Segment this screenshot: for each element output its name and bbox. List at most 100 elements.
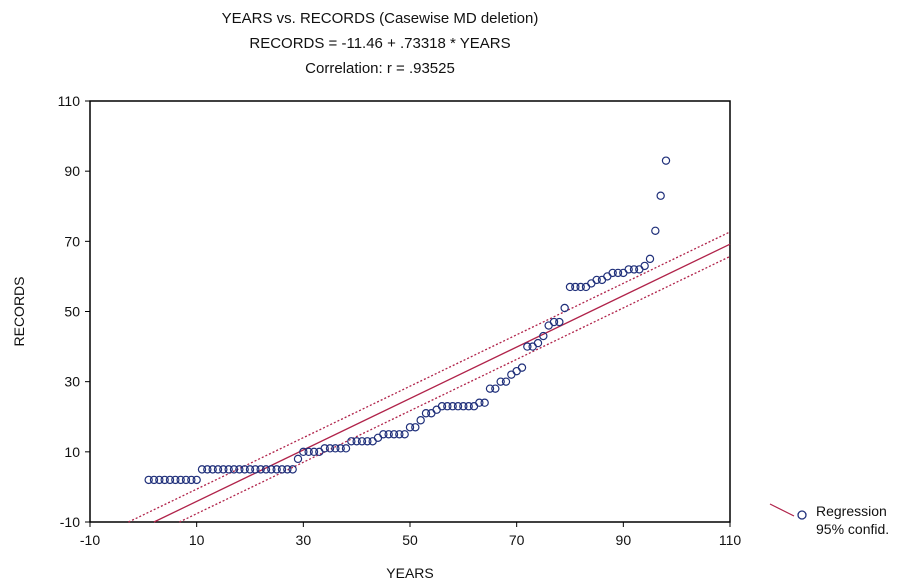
data-point <box>203 465 212 474</box>
regression-equation: RECORDS = -11.46 + .73318 * YEARS <box>249 35 511 52</box>
data-point <box>171 475 180 485</box>
data-point <box>549 317 559 327</box>
data-point <box>656 191 665 200</box>
data-point <box>384 430 393 439</box>
data-point <box>293 454 303 464</box>
data-point <box>469 402 479 411</box>
data-point <box>496 377 505 386</box>
legend: Regression 95% confid. <box>768 500 912 544</box>
data-point <box>208 465 217 474</box>
data-point <box>251 465 260 474</box>
data-point <box>187 475 196 485</box>
data-point <box>437 402 447 411</box>
y-tick-label: 30 <box>64 374 80 390</box>
regression-line-group <box>153 243 731 523</box>
data-point <box>373 433 383 442</box>
data-point <box>603 272 612 281</box>
data-point <box>267 465 276 474</box>
y-tick-label: -10 <box>60 514 80 530</box>
data-point <box>480 398 489 407</box>
x-tick-label: 50 <box>402 532 418 548</box>
correlation-text: Correlation: r = .93525 <box>305 60 455 77</box>
data-point <box>213 465 223 474</box>
data-point <box>640 261 649 271</box>
x-tick-label: 30 <box>296 532 312 548</box>
data-point <box>565 282 575 292</box>
data-point <box>331 444 340 453</box>
data-point <box>453 402 463 411</box>
data-point <box>224 465 233 474</box>
data-point <box>448 402 457 411</box>
legend-confidence-label: 95% confid. <box>816 521 890 537</box>
data-point <box>320 444 329 453</box>
data-point <box>485 384 495 393</box>
data-point <box>160 475 169 485</box>
data-point <box>507 370 516 379</box>
data-point <box>560 303 569 313</box>
data-point <box>379 430 388 439</box>
data-point <box>261 465 271 474</box>
data-point <box>288 465 297 474</box>
data-point <box>555 317 564 327</box>
data-point <box>597 275 607 285</box>
data-point <box>304 447 313 457</box>
y-tick-label: 70 <box>64 233 80 249</box>
x-tick-label: -10 <box>80 532 100 548</box>
confidence-lower-line <box>179 255 731 523</box>
y-axis-label: RECORDS <box>11 276 27 346</box>
confidence-upper-line <box>128 231 731 523</box>
data-point <box>389 430 399 439</box>
x-axis-label: YEARS <box>386 565 433 581</box>
data-point <box>581 282 591 292</box>
data-point <box>395 430 404 439</box>
data-point <box>571 282 580 292</box>
data-point <box>277 465 287 474</box>
legend-point-marker <box>797 510 807 520</box>
data-point <box>363 437 372 446</box>
data-point <box>165 475 175 485</box>
data-point <box>245 465 255 474</box>
y-tick-label: 90 <box>64 163 80 179</box>
data-point <box>501 377 511 386</box>
data-point <box>272 465 281 474</box>
data-point <box>443 402 452 411</box>
x-tick-label: 110 <box>719 532 742 548</box>
data-point <box>181 475 191 485</box>
data-point <box>357 437 367 446</box>
data-point <box>475 398 484 407</box>
data-point <box>240 465 249 474</box>
data-point <box>544 321 553 330</box>
y-tick-label: 50 <box>64 304 80 320</box>
data-point <box>432 405 441 414</box>
data-point <box>144 475 153 485</box>
plot-frame <box>89 100 731 523</box>
data-point <box>587 279 596 288</box>
data-point <box>512 366 521 376</box>
data-point <box>149 475 159 485</box>
legend-regression-line <box>769 503 795 517</box>
data-point <box>283 465 292 474</box>
data-point <box>661 156 671 165</box>
data-point <box>405 423 415 432</box>
data-point <box>533 338 543 348</box>
data-point <box>219 465 228 474</box>
data-point <box>608 268 617 278</box>
data-point <box>464 402 473 411</box>
data-point <box>459 402 468 411</box>
data-point <box>629 265 639 274</box>
data-point <box>517 363 527 372</box>
data-point <box>651 226 660 236</box>
data-point <box>411 423 420 432</box>
data-point <box>325 444 335 453</box>
data-point <box>347 437 356 446</box>
data-point <box>592 275 601 285</box>
data-point <box>309 447 319 457</box>
legend-regression-label: Regression <box>816 503 887 519</box>
data-point <box>176 475 185 485</box>
data-point <box>229 465 239 474</box>
tick-labels: -10 10 30 50 70 90 110 -10 10 30 50 70 90 110 <box>58 93 742 548</box>
data-point <box>197 465 207 474</box>
data-point <box>368 437 377 446</box>
data-point <box>645 254 655 264</box>
data-point <box>635 265 644 274</box>
